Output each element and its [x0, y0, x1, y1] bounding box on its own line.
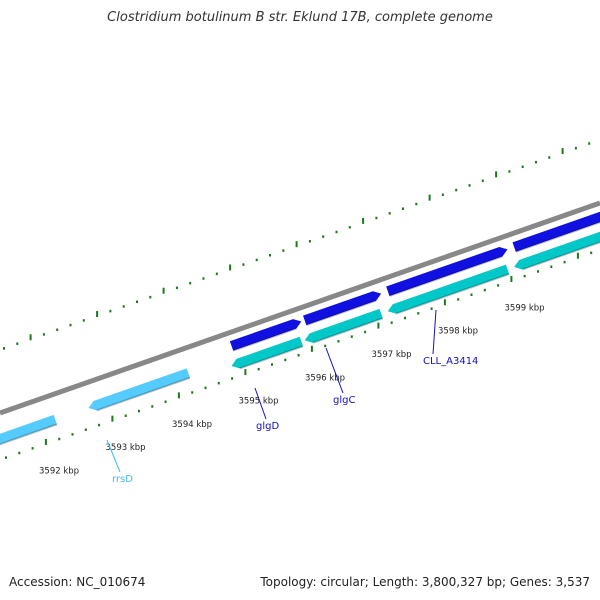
- label-leaders: [106, 309, 437, 473]
- rrsd-label: rrsD: [112, 474, 133, 485]
- gene-shadow: [312, 317, 384, 344]
- gene-labels: rrsD glgD glgC CLL_A3414: [112, 356, 478, 485]
- gene-shadow: [96, 376, 191, 412]
- cll-a3414-leader: [432, 309, 437, 355]
- tick-label-3598: 3598 kbp: [438, 327, 478, 337]
- gene-shadow: [232, 327, 297, 352]
- gene-body: [304, 308, 383, 343]
- gene-body: [88, 368, 190, 411]
- tick-label-3594: 3594 kbp: [172, 420, 212, 430]
- gene-arrow: [0, 414, 58, 451]
- cll-a3414-label: CLL_A3414: [423, 356, 478, 367]
- tick-label-3599: 3599 kbp: [505, 303, 545, 313]
- gene-body: [229, 319, 302, 351]
- genome-summary-text: Topology: circular; Length: 3,800,327 bp…: [260, 575, 590, 589]
- glgc-leader: [325, 347, 344, 394]
- rrsd-leader: [106, 439, 121, 473]
- cll-a3414-arrow: [386, 246, 508, 297]
- gene-body: [0, 414, 57, 450]
- glgd-label: glgD: [256, 421, 279, 432]
- gene-shadow: [389, 255, 503, 297]
- tick-label-3593: 3593 kbp: [106, 443, 146, 453]
- gene-arrow: [512, 200, 600, 253]
- gene-body: [303, 291, 382, 326]
- feature-track: [0, 200, 600, 451]
- map-title: Clostridium botulinum B str. Eklund 17B,…: [107, 10, 493, 25]
- gene-body: [387, 264, 510, 314]
- accession-text: Accession: NC_010674: [9, 575, 146, 589]
- tick-label-3592: 3592 kbp: [39, 466, 79, 476]
- tick-label-3597: 3597 kbp: [372, 350, 412, 360]
- gene-shadow: [515, 208, 600, 253]
- glgd-leader: [254, 387, 267, 420]
- tick-label-3595: 3595 kbp: [239, 397, 279, 407]
- glgc-label: glgC: [333, 395, 355, 406]
- tick-labels: 3592 kbp 3593 kbp 3594 kbp 3595 kbp 3596 kbp…: [39, 303, 545, 476]
- rrsd-arrow: [88, 368, 191, 412]
- gene-body: [386, 246, 508, 296]
- tick-label-3596: 3596 kbp: [305, 373, 345, 383]
- gene-shadow: [305, 299, 377, 327]
- gene-shadow: [0, 423, 58, 451]
- gene-body: [512, 200, 600, 252]
- backbone: [0, 200, 600, 416]
- gene-shadow: [522, 226, 600, 271]
- gene-arrow: [304, 308, 384, 344]
- glgd-arrow: [229, 319, 302, 352]
- gene-shadow: [395, 273, 510, 315]
- gene-arrow: [387, 264, 510, 315]
- inner-tick-ring: [5, 251, 593, 459]
- outer-tick-ring: [3, 142, 591, 350]
- gene-arrow: [514, 218, 600, 271]
- glgc-arrow: [303, 291, 382, 327]
- gene-shadow: [239, 345, 304, 370]
- gene-arrow: [231, 336, 304, 370]
- gene-body: [514, 218, 600, 270]
- gene-body: [231, 336, 304, 369]
